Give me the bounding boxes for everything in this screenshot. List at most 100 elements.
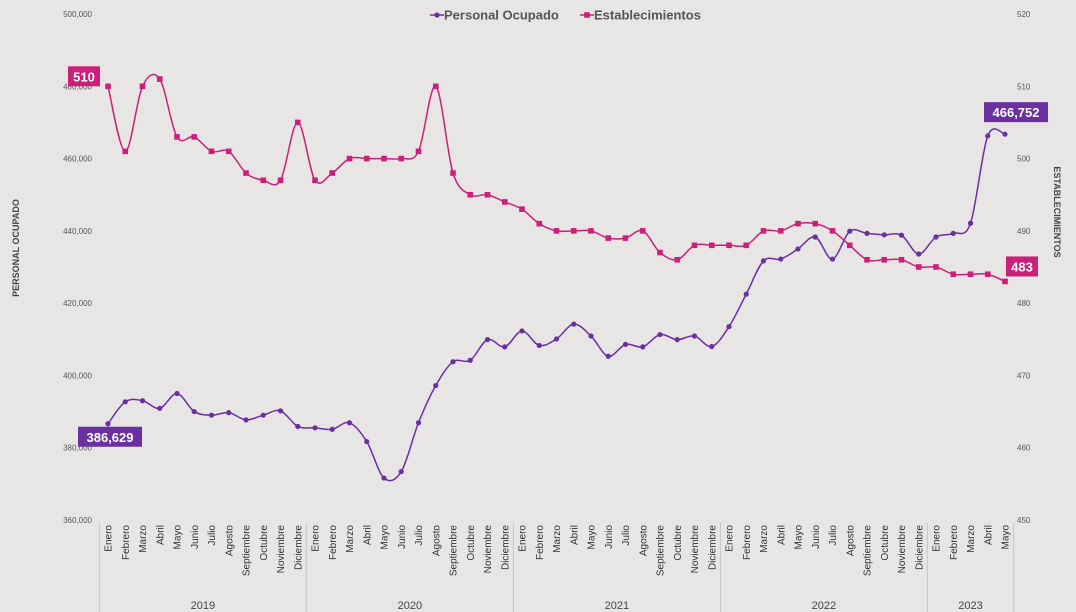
data-point-establecimientos xyxy=(743,242,750,249)
x-month-label: Julio xyxy=(828,525,839,546)
data-point-personal-ocupado xyxy=(571,321,577,327)
data-point-establecimientos xyxy=(933,264,939,270)
y-right-tick-label: 480 xyxy=(1017,299,1031,308)
data-point-personal-ocupado xyxy=(450,359,456,365)
data-point-establecimientos xyxy=(691,242,698,249)
data-point-personal-ocupado xyxy=(191,408,197,415)
data-point-personal-ocupado xyxy=(760,258,767,264)
series-line-2 xyxy=(107,73,1006,283)
x-month-label: Diciembre xyxy=(293,525,304,570)
x-month-label: Abril xyxy=(362,525,373,545)
data-point-personal-ocupado xyxy=(967,220,974,226)
data-point-establecimientos xyxy=(294,119,301,126)
x-month-label: Abril xyxy=(776,525,787,545)
data-point-establecimientos xyxy=(864,256,870,263)
data-point-establecimientos xyxy=(450,170,456,176)
x-month-label: Agosto xyxy=(638,525,649,557)
x-month-label: Febrero xyxy=(328,525,339,560)
data-point-establecimientos xyxy=(191,134,198,140)
x-month-label: Noviembre xyxy=(483,525,494,574)
x-year-label: 2020 xyxy=(398,600,422,612)
y-right-tick-label: 510 xyxy=(1017,82,1031,91)
data-point-establecimientos xyxy=(277,177,284,184)
x-month-label: Marzo xyxy=(345,525,356,553)
y-left-axis-title: PERSONAL OCUPADO xyxy=(11,199,21,297)
data-point-establecimientos xyxy=(156,76,163,82)
data-point-personal-ocupado xyxy=(881,232,887,238)
x-month-label: Septiembre xyxy=(863,525,874,577)
data-point-personal-ocupado xyxy=(812,234,818,240)
x-month-label: Octubre xyxy=(259,525,270,561)
y-left-tick-label: 440,000 xyxy=(63,227,92,236)
x-month-label: Febrero xyxy=(949,525,960,560)
data-point-establecimientos xyxy=(881,256,888,263)
y-left-tick-label: 460,000 xyxy=(63,155,92,164)
x-month-label: Marzo xyxy=(552,525,563,553)
data-point-personal-ocupado xyxy=(622,341,629,347)
x-year-label: 2021 xyxy=(605,600,629,612)
data-point-establecimientos xyxy=(760,228,767,234)
y-right-tick-label: 460 xyxy=(1017,444,1031,453)
data-point-establecimientos xyxy=(225,148,232,155)
x-month-label: Septiembre xyxy=(242,525,253,577)
data-point-establecimientos xyxy=(536,220,543,227)
x-month-label: Febrero xyxy=(742,525,753,560)
x-month-label: Marzo xyxy=(759,525,770,553)
y-left-tick-label: 360,000 xyxy=(63,516,92,525)
data-point-establecimientos xyxy=(915,264,922,270)
x-month-label: Noviembre xyxy=(897,525,908,574)
data-point-personal-ocupado xyxy=(674,337,680,343)
x-month-label: Enero xyxy=(932,525,943,552)
x-month-label: Diciembre xyxy=(500,525,511,570)
x-month-label: Mayo xyxy=(794,525,805,550)
x-month-label: Septiembre xyxy=(656,525,667,577)
x-month-label: Agosto xyxy=(431,525,442,557)
data-point-establecimientos xyxy=(846,242,853,249)
data-point-personal-ocupado xyxy=(346,420,353,426)
data-point-personal-ocupado xyxy=(329,426,335,432)
data-point-establecimientos xyxy=(174,134,180,140)
data-point-personal-ocupado xyxy=(847,228,853,234)
x-month-label: Octubre xyxy=(466,525,477,561)
end-label-establecimientos-box xyxy=(1006,256,1038,277)
x-month-label: Enero xyxy=(725,525,736,552)
data-point-personal-ocupado xyxy=(985,133,991,139)
data-point-establecimientos xyxy=(381,155,387,162)
end-label-personal-ocupado-box xyxy=(984,102,1048,123)
data-point-establecimientos xyxy=(208,148,215,155)
x-year-label: 2022 xyxy=(812,600,836,612)
data-point-establecimientos xyxy=(605,235,612,241)
data-point-establecimientos xyxy=(346,155,353,162)
x-month-label: Junio xyxy=(604,525,615,549)
data-point-personal-ocupado xyxy=(174,390,180,397)
data-point-establecimientos xyxy=(467,191,474,198)
x-month-label: Noviembre xyxy=(690,525,701,574)
x-month-label: Mayo xyxy=(380,525,391,550)
data-point-personal-ocupado xyxy=(864,230,870,236)
x-month-label: Marzo xyxy=(966,525,977,553)
data-point-personal-ocupado xyxy=(640,344,646,350)
data-point-establecimientos xyxy=(950,271,957,278)
data-point-personal-ocupado xyxy=(916,251,922,257)
data-point-establecimientos xyxy=(260,177,267,184)
legend-marker-establecimientos xyxy=(584,12,590,18)
data-point-personal-ocupado xyxy=(743,291,749,297)
y-left-tick-label: 500,000 xyxy=(63,10,92,19)
data-point-personal-ocupado xyxy=(139,398,146,404)
data-point-personal-ocupado xyxy=(709,343,715,350)
data-point-establecimientos xyxy=(484,191,491,198)
x-year-label: 2019 xyxy=(191,600,215,612)
start-label-personal-ocupado: 386,629 xyxy=(87,430,134,445)
data-point-establecimientos xyxy=(553,228,560,234)
data-point-establecimientos xyxy=(312,177,318,184)
x-month-label: Febrero xyxy=(535,525,546,560)
start-label-establecimientos: 510 xyxy=(73,69,95,84)
data-point-personal-ocupado xyxy=(157,405,163,411)
data-point-personal-ocupado xyxy=(691,333,698,339)
data-point-personal-ocupado xyxy=(933,234,939,240)
data-point-personal-ocupado xyxy=(122,399,128,405)
start-label-personal-ocupado-box xyxy=(78,426,142,447)
data-point-personal-ocupado xyxy=(433,382,439,389)
data-point-personal-ocupado xyxy=(277,408,284,414)
